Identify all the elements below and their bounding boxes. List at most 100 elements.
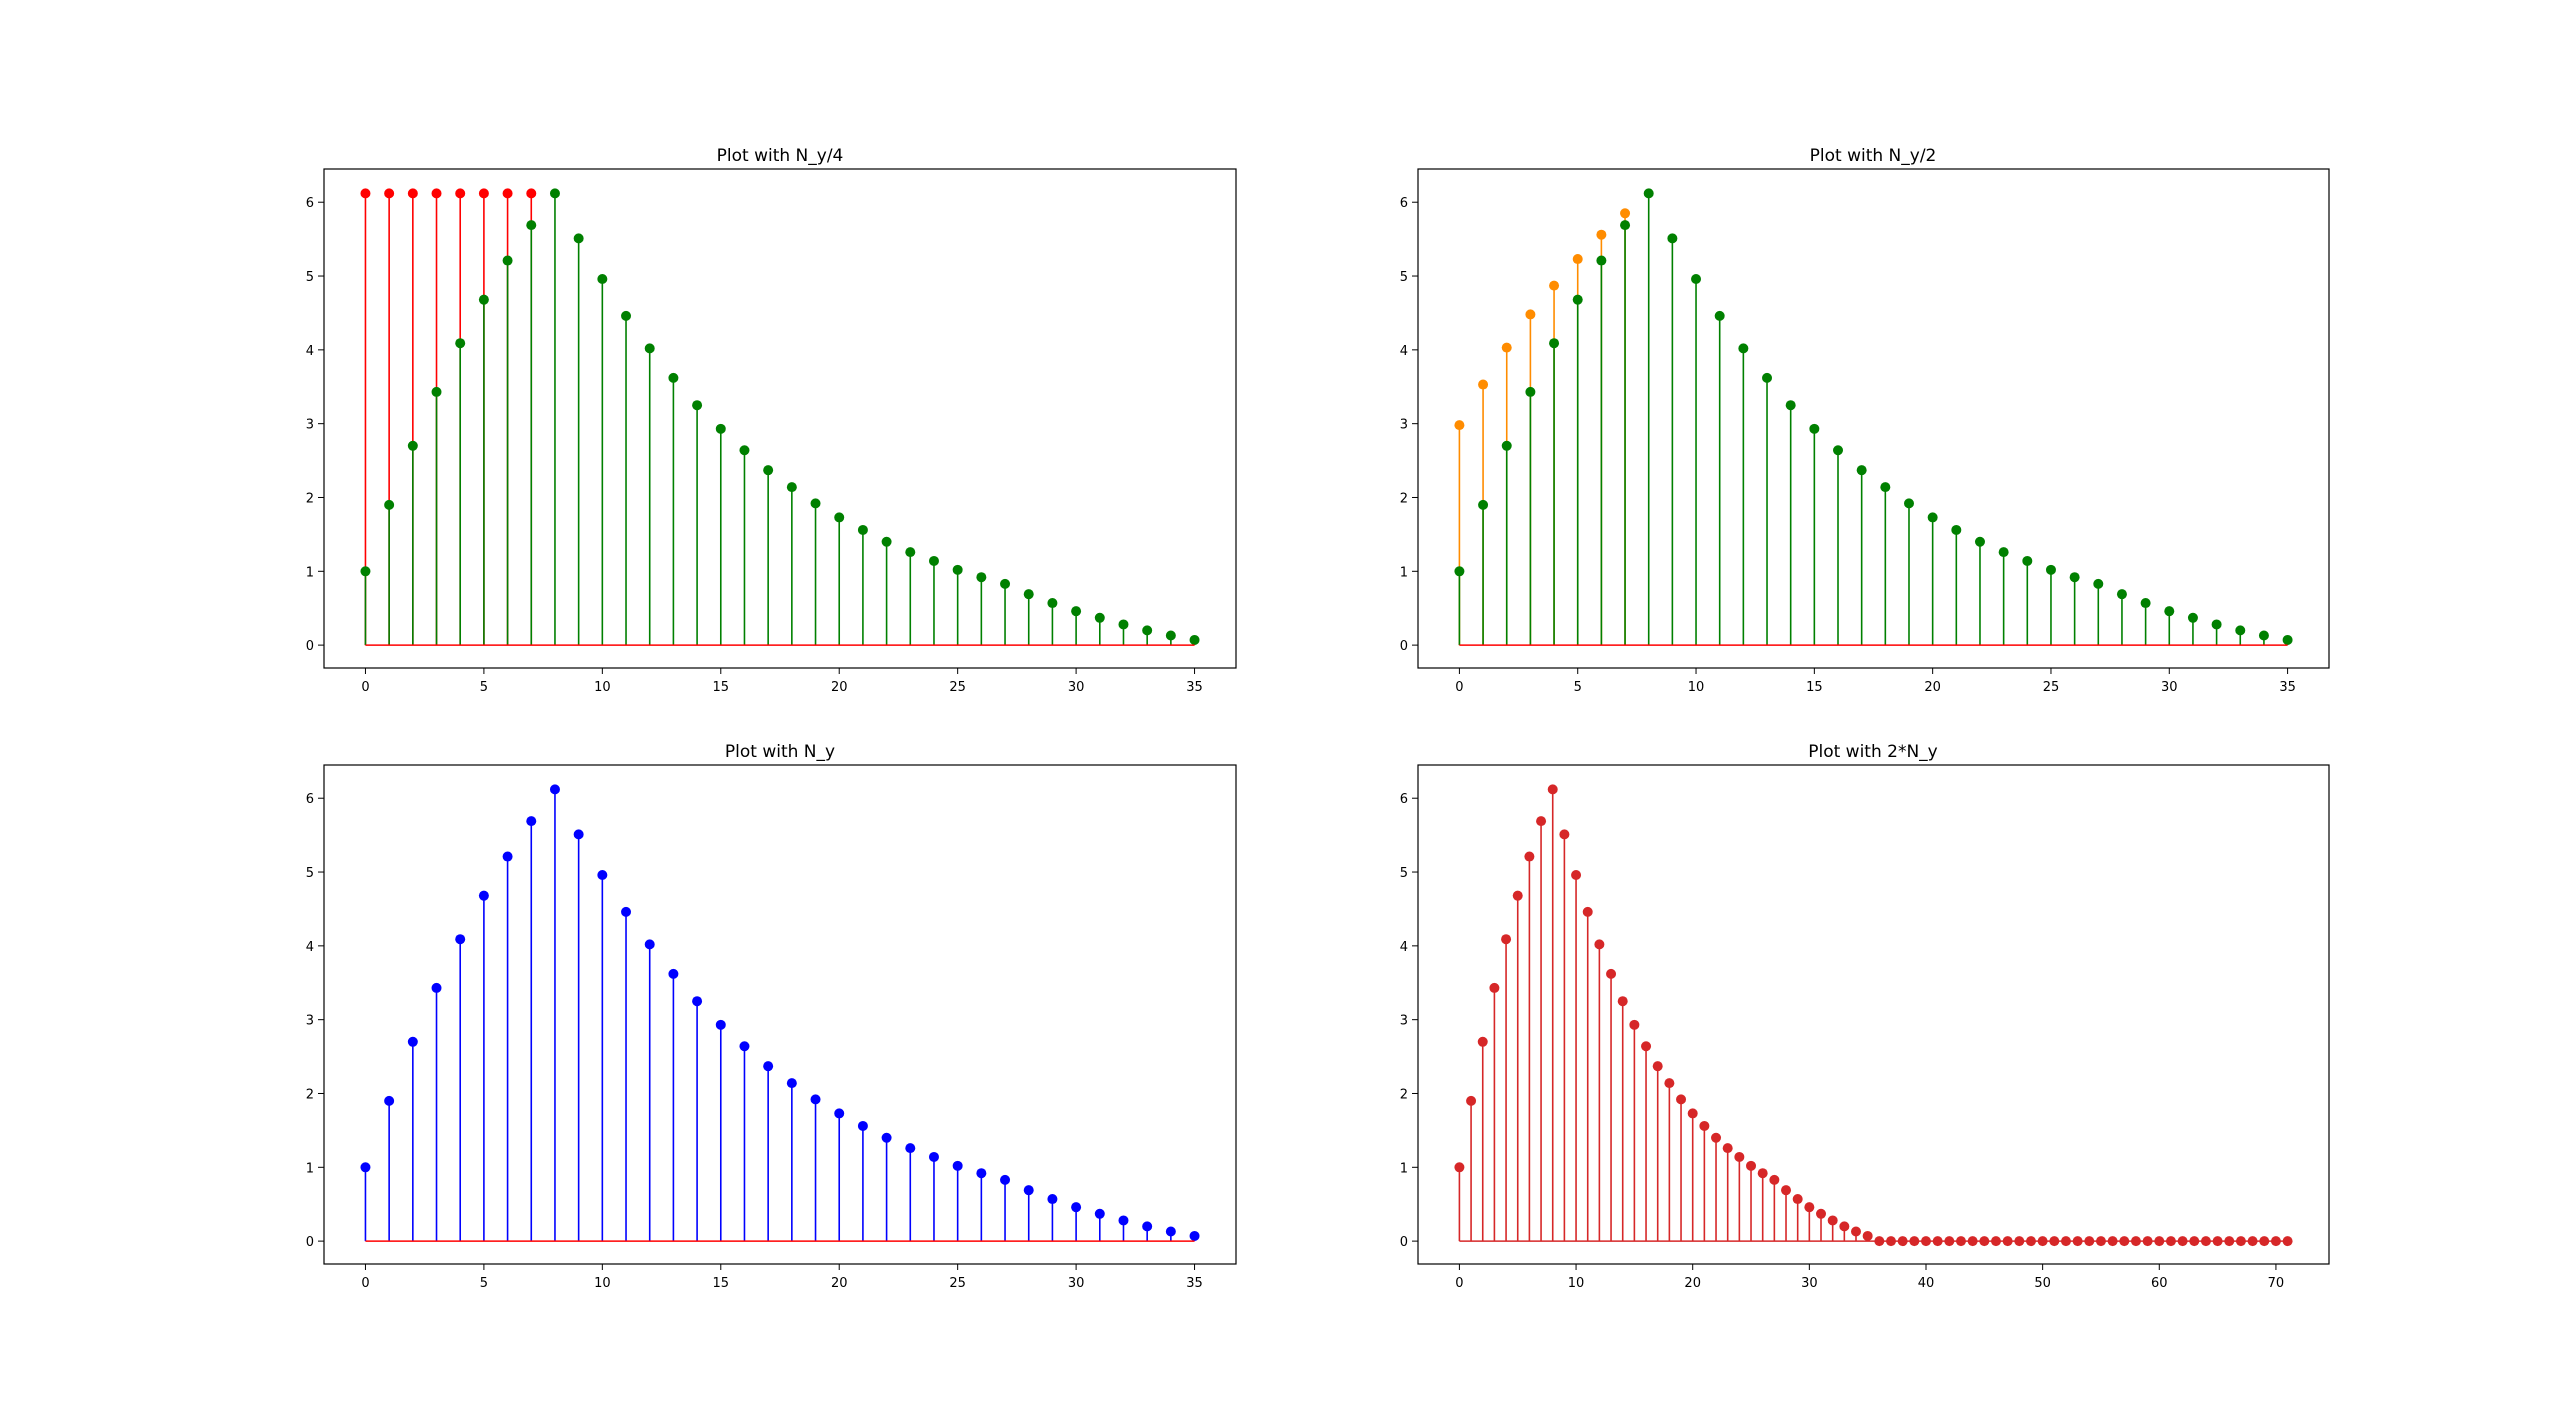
- stem-marker: [2282, 634, 2293, 645]
- stem-marker: [1734, 1151, 1745, 1162]
- stem-marker: [1998, 547, 2009, 558]
- stem-marker: [1687, 1108, 1698, 1119]
- stem-marker: [1851, 1226, 1862, 1237]
- stem-marker: [739, 1041, 750, 1052]
- stem-marker: [621, 310, 632, 321]
- x-tick-label: 10: [594, 680, 611, 695]
- y-tick-label: 1: [306, 565, 314, 580]
- stem-marker: [597, 869, 608, 880]
- stem-marker: [2045, 564, 2056, 575]
- stem-marker: [1047, 1194, 1058, 1205]
- stem-marker: [1652, 1061, 1663, 1072]
- x-tick-label: 0: [361, 680, 369, 695]
- stem-marker: [644, 343, 655, 354]
- y-tick-label: 0: [1400, 1235, 1408, 1250]
- y-tick-label: 4: [1400, 940, 1408, 955]
- y-tick-label: 6: [306, 792, 314, 807]
- y-tick-label: 4: [1400, 344, 1408, 359]
- stem-marker: [1525, 386, 1536, 397]
- y-tick-label: 0: [306, 639, 314, 654]
- stem-marker: [1762, 372, 1773, 383]
- y-tick-label: 6: [1400, 196, 1408, 211]
- stem-marker: [1142, 1221, 1153, 1232]
- stem-marker: [668, 968, 679, 979]
- stem-marker: [1118, 619, 1129, 630]
- x-tick-label: 0: [1455, 680, 1463, 695]
- stem-marker: [1118, 1215, 1129, 1226]
- subplot-bottom-left: Plot with N_y 0 5 10 15 20 25 30 35 0 1 2 3 4 5 6: [306, 742, 1237, 1291]
- stem-marker: [1722, 1143, 1733, 1154]
- stem-marker: [431, 188, 442, 199]
- stem-marker: [1880, 482, 1891, 493]
- stem-marker: [1454, 420, 1465, 431]
- stem-marker: [1071, 1202, 1082, 1213]
- stem-marker: [1466, 1095, 1477, 1106]
- stem-marker: [1974, 536, 1985, 547]
- x-axis: 0 5 10 15 20 25 30 35: [361, 1264, 1203, 1291]
- stem-marker: [928, 1151, 939, 1162]
- stem-marker: [1165, 630, 1176, 641]
- y-tick-label: 3: [306, 418, 314, 433]
- x-axis: 0 5 10 15 20 25 30 35: [1455, 668, 2296, 695]
- stem-marker: [692, 400, 703, 411]
- y-tick-label: 2: [306, 491, 314, 506]
- stem-marker: [431, 386, 442, 397]
- plot-marks: [1454, 188, 2293, 646]
- stem-marker: [1746, 1160, 1757, 1171]
- stem-marker: [1454, 1162, 1465, 1173]
- stem-marker: [1572, 254, 1583, 265]
- stem-marker: [1023, 589, 1034, 600]
- stem-marker: [1594, 939, 1605, 950]
- x-tick-label: 70: [2268, 1276, 2285, 1291]
- stem-marker: [1827, 1215, 1838, 1226]
- x-tick-label: 20: [831, 680, 848, 695]
- stem-marker: [2235, 625, 2246, 636]
- stem-marker: [1501, 342, 1512, 353]
- stem-marker: [2164, 606, 2175, 617]
- stem-marker: [478, 294, 489, 305]
- y-tick-label: 1: [1400, 565, 1408, 580]
- stem-marker: [1547, 784, 1558, 795]
- x-tick-label: 30: [2161, 680, 2178, 695]
- stem-marker: [2187, 612, 2198, 623]
- stem-marker: [834, 1108, 845, 1119]
- stem-marker: [502, 851, 513, 862]
- plot-frame: [1417, 764, 2330, 1265]
- x-tick-label: 35: [2279, 680, 2296, 695]
- stem-marker: [478, 188, 489, 199]
- stem-marker: [739, 445, 750, 456]
- stem-marker: [668, 372, 679, 383]
- stem-marker: [1620, 208, 1631, 219]
- stem-marker: [857, 1120, 868, 1131]
- stem-marker: [478, 890, 489, 901]
- stem-marker: [573, 829, 584, 840]
- stem-marker: [621, 906, 632, 917]
- y-tick-label: 3: [1400, 1014, 1408, 1029]
- x-tick-label: 5: [480, 1276, 488, 1291]
- stem-marker: [549, 188, 560, 199]
- plot-frame: [323, 764, 1237, 1265]
- stem-marker: [1781, 1185, 1792, 1196]
- plot-marks: [360, 188, 1200, 646]
- x-tick-label: 0: [361, 1276, 369, 1291]
- stem-marker: [1757, 1168, 1768, 1179]
- stem-marker: [1571, 869, 1582, 880]
- stem-marker: [2211, 619, 2222, 630]
- x-tick-label: 25: [2043, 680, 2060, 695]
- stem-marker: [431, 982, 442, 993]
- x-tick-label: 10: [1568, 1276, 1585, 1291]
- stem-marker: [905, 547, 916, 558]
- y-tick-label: 6: [306, 196, 314, 211]
- stem-marker: [1071, 606, 1082, 617]
- y-tick-label: 2: [1400, 1087, 1408, 1102]
- x-tick-label: 20: [1924, 680, 1941, 695]
- stem-marker: [1667, 233, 1678, 244]
- stem-marker: [1641, 1041, 1652, 1052]
- stem-marker: [881, 1132, 892, 1143]
- stem-marker: [952, 1160, 963, 1171]
- stem-marker: [1903, 498, 1914, 509]
- x-tick-label: 10: [1688, 680, 1705, 695]
- x-tick-label: 15: [713, 1276, 730, 1291]
- stem-marker: [1094, 612, 1105, 623]
- stem-marker: [1839, 1221, 1850, 1232]
